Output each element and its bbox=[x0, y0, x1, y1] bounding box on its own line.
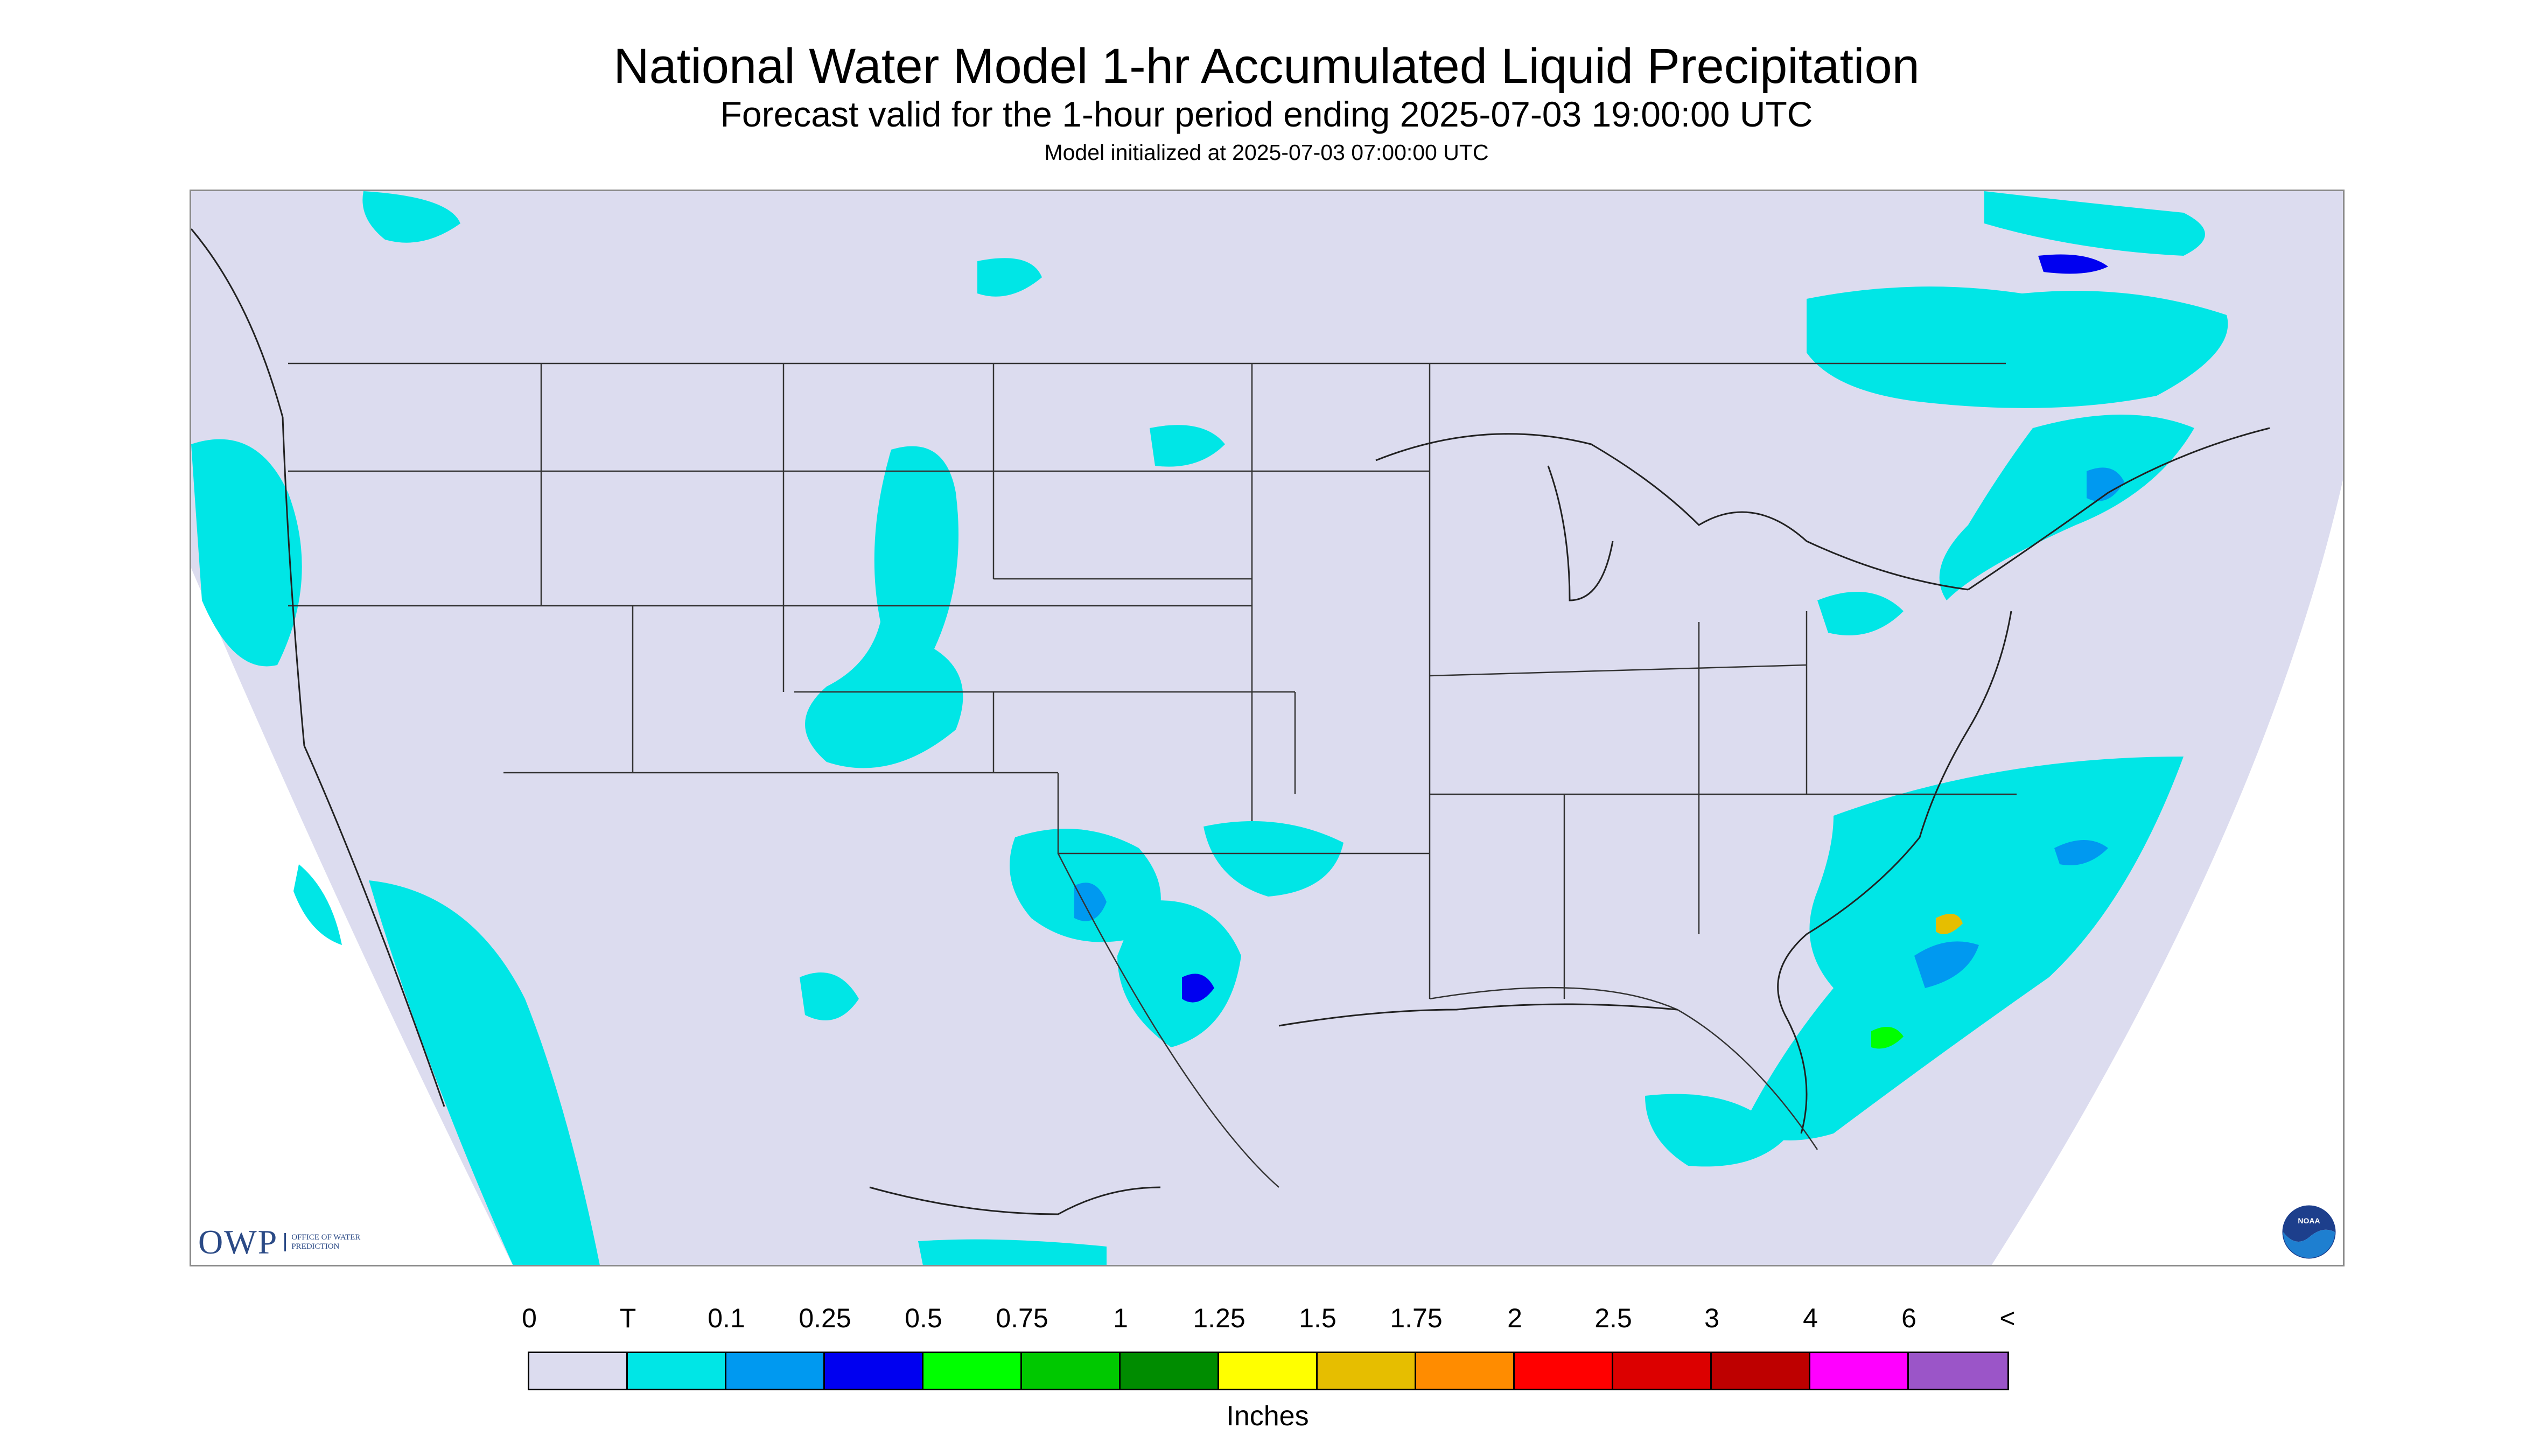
legend-swatch bbox=[529, 1353, 628, 1389]
noaa-seal-text: NOAA bbox=[2298, 1216, 2320, 1225]
legend-swatch bbox=[726, 1353, 825, 1389]
legend-label: 1.5 bbox=[1299, 1303, 1337, 1333]
map-canvas bbox=[191, 191, 2343, 1265]
model-init-line: Model initialized at 2025-07-03 07:00:00… bbox=[1044, 140, 1489, 165]
legend-label: 6 bbox=[1901, 1303, 1916, 1333]
legend-label: 1.25 bbox=[1193, 1303, 1245, 1333]
legend-swatch bbox=[1416, 1353, 1515, 1389]
legend-label: 0.75 bbox=[996, 1303, 1048, 1333]
legend-swatch bbox=[1219, 1353, 1318, 1389]
legend-swatch bbox=[1318, 1353, 1416, 1389]
legend-labels: 0 T 0.1 0.25 0.5 0.75 1 1.25 1.5 1.75 2 2.5 3 4 6 < bbox=[522, 1302, 2016, 1334]
state-boundaries bbox=[288, 362, 2017, 1188]
legend-swatch bbox=[628, 1353, 726, 1389]
legend-swatch bbox=[1022, 1353, 1121, 1389]
legend-label: 4 bbox=[1803, 1303, 1818, 1333]
legend-swatch bbox=[923, 1353, 1022, 1389]
legend-swatch bbox=[1613, 1353, 1712, 1389]
coastlines bbox=[191, 228, 2270, 1215]
legend-swatch bbox=[1909, 1353, 2007, 1389]
legend-label: 2.5 bbox=[1594, 1303, 1632, 1333]
legend-label: 1.75 bbox=[1390, 1303, 1443, 1333]
legend-label: T bbox=[619, 1303, 636, 1333]
forecast-valid-subtitle: Forecast valid for the 1-hour period end… bbox=[720, 94, 1813, 134]
legend-label: < bbox=[1999, 1303, 2016, 1333]
legend-swatch bbox=[825, 1353, 923, 1389]
owp-logo: OWP Office of Water Prediction bbox=[198, 1223, 367, 1261]
legend-label: 0.1 bbox=[708, 1303, 745, 1333]
legend-swatch bbox=[1121, 1353, 1219, 1389]
map-domain bbox=[191, 191, 2343, 1265]
legend-label: 1 bbox=[1113, 1303, 1128, 1333]
legend-label: 0.5 bbox=[905, 1303, 942, 1333]
legend-swatch bbox=[1515, 1353, 1613, 1389]
map-title: National Water Model 1-hr Accumulated Li… bbox=[613, 39, 1920, 94]
precipitation-map bbox=[190, 190, 2345, 1266]
legend-label: 0.25 bbox=[799, 1303, 851, 1333]
noaa-seal-icon: NOAA bbox=[2282, 1205, 2336, 1259]
legend-label: 0 bbox=[522, 1303, 537, 1333]
precip-light-areas bbox=[1074, 254, 2124, 1049]
owp-logo-text: Office of Water Prediction bbox=[284, 1233, 367, 1251]
legend-label: 3 bbox=[1704, 1303, 1719, 1333]
legend-label: 2 bbox=[1507, 1303, 1522, 1333]
owp-logo-mark: OWP bbox=[198, 1223, 278, 1261]
color-legend: 0 T 0.1 0.25 0.5 0.75 1 1.25 1.5 1.75 2 2.5 3 4 6 < Inc… bbox=[522, 1302, 2016, 1432]
legend-units: Inches bbox=[1226, 1401, 1309, 1432]
legend-color-bar bbox=[528, 1352, 2009, 1390]
legend-swatch bbox=[1810, 1353, 1909, 1389]
legend-swatch bbox=[1712, 1353, 1810, 1389]
